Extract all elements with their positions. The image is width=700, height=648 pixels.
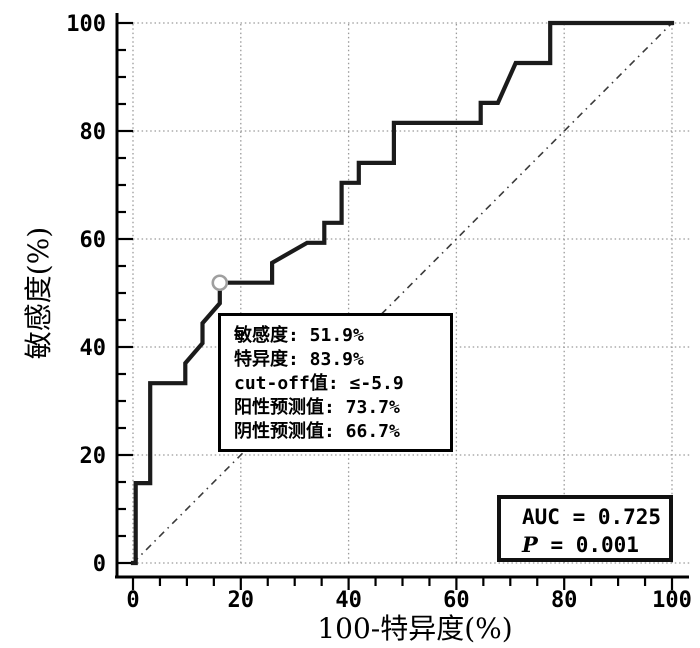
p-symbol: P: [522, 532, 538, 557]
p-value: = 0.001: [550, 533, 639, 557]
x-tick-label: 0: [126, 588, 139, 613]
annotation-sensitivity: 敏感度: 51.9%: [234, 325, 364, 346]
annotation-cutoff: cut-off值: ≤-5.9: [234, 373, 404, 394]
y-tick-label: 40: [80, 336, 107, 361]
x-tick-label: 60: [443, 588, 470, 613]
x-tick-label: 100: [652, 588, 692, 613]
auc-value: AUC = 0.725: [522, 505, 662, 529]
reference-diagonal-line: [132, 22, 673, 564]
series-layer: [130, 20, 675, 566]
annotation-ppv: 阳性预测值: 73.7%: [234, 397, 400, 418]
roc-curve: [130, 20, 675, 566]
x-tick-label: 80: [551, 588, 578, 613]
x-tick-label: 40: [335, 588, 362, 613]
annotation-npv: 阴性预测值: 66.7%: [234, 421, 400, 442]
x-tick-label: 20: [228, 588, 255, 613]
y-tick-label: 0: [93, 552, 106, 577]
y-tick-label: 60: [80, 228, 107, 253]
annotation-specificity: 特异度: 83.9%: [234, 349, 364, 370]
cutoff-point-marker: [211, 274, 229, 292]
axis-layer: 0 20 40 60 80 100 0 20 40 60 80 100: [66, 12, 692, 613]
y-tick-label: 100: [66, 12, 106, 37]
p-value-line: P = 0.001: [522, 531, 669, 559]
cutoff-annotation-box: 敏感度: 51.9% 特异度: 83.9% cut-off值: ≤-5.9 阳性…: [218, 313, 453, 452]
y-tick-label: 80: [80, 120, 107, 145]
y-tick-label: 20: [80, 444, 107, 469]
x-axis-label: 100-特异度(%): [317, 612, 513, 645]
grid-layer: [132, 22, 692, 564]
auc-annotation-box: AUC = 0.725 P = 0.001: [497, 495, 673, 562]
y-axis-label: 敏感度(%): [22, 226, 55, 360]
